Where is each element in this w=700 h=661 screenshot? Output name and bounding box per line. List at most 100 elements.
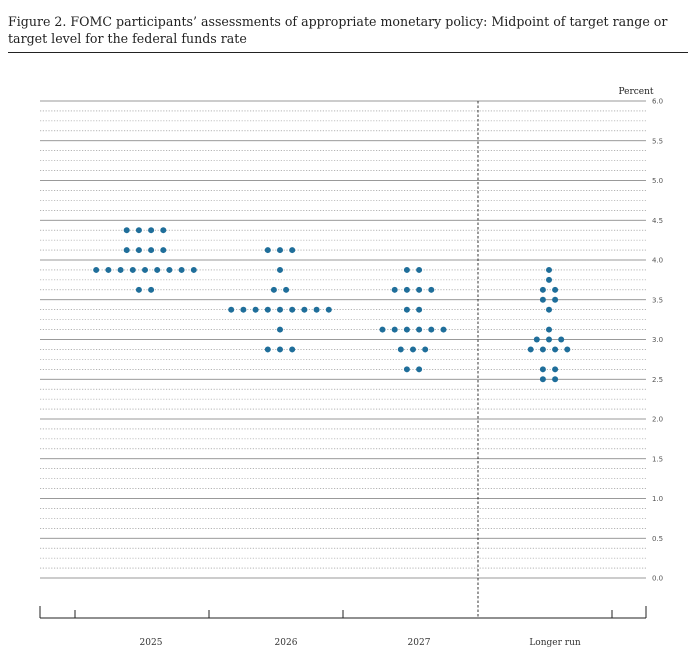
x-category-label: 2026 bbox=[275, 638, 298, 648]
participant-dot bbox=[148, 286, 155, 293]
participant-dot bbox=[283, 286, 290, 293]
y-tick-label: 4.5 bbox=[652, 217, 663, 225]
participant-dot bbox=[135, 247, 142, 254]
participant-dot bbox=[552, 366, 559, 373]
participant-dot bbox=[142, 266, 148, 273]
participant-dot bbox=[527, 346, 534, 353]
participant-dot bbox=[379, 326, 386, 333]
participant-dot bbox=[391, 286, 398, 293]
y-tick-label: 2.0 bbox=[652, 416, 663, 424]
participant-dot bbox=[178, 266, 185, 273]
participant-dot bbox=[148, 247, 155, 254]
participant-dot bbox=[403, 306, 410, 313]
x-category-label: Longer run bbox=[529, 638, 581, 648]
y-tick-labels: 6.0 5.5 5.0 4.5 4.0 3.5 3.0 2.5 2.0 1.5 1.0 0.5 0.0 bbox=[652, 98, 663, 583]
participant-dot bbox=[289, 247, 296, 254]
y-tick-label: 2.5 bbox=[652, 376, 663, 384]
participant-dot bbox=[546, 326, 552, 333]
participant-dot bbox=[539, 346, 546, 353]
participant-dot bbox=[533, 336, 540, 343]
y-tick-label: 1.0 bbox=[652, 495, 663, 503]
participant-dot bbox=[160, 227, 167, 234]
title-rule bbox=[8, 52, 688, 53]
participant-dot bbox=[539, 286, 546, 293]
participant-dot bbox=[264, 247, 271, 254]
participant-dot bbox=[252, 306, 259, 313]
participant-dot bbox=[277, 326, 283, 333]
x-category-label: 2027 bbox=[408, 638, 431, 648]
participant-dot bbox=[160, 247, 167, 254]
participant-dot bbox=[416, 366, 423, 373]
participant-dot bbox=[135, 227, 142, 234]
participant-dot bbox=[546, 266, 552, 273]
dots-layer bbox=[93, 227, 571, 383]
participant-dot bbox=[166, 266, 173, 273]
participant-dot bbox=[289, 306, 296, 313]
participant-dot bbox=[264, 306, 271, 313]
participant-dot bbox=[552, 346, 559, 353]
participant-dot bbox=[154, 266, 161, 273]
participant-dot bbox=[552, 376, 559, 383]
y-tick-label: 0.5 bbox=[652, 535, 663, 543]
participant-dot bbox=[277, 247, 283, 254]
y-axis-unit-label: Percent bbox=[618, 87, 653, 97]
participant-dot bbox=[277, 346, 283, 353]
participant-dot bbox=[564, 346, 571, 353]
y-tick-label: 1.5 bbox=[652, 455, 663, 463]
participant-dot bbox=[552, 296, 559, 303]
participant-dot bbox=[546, 306, 552, 313]
participant-dot bbox=[539, 296, 546, 303]
participant-dot bbox=[117, 266, 124, 273]
gridlines bbox=[40, 100, 646, 579]
participant-dot bbox=[123, 247, 130, 254]
x-category-label: 2025 bbox=[140, 638, 163, 648]
participant-dot bbox=[416, 326, 423, 333]
participant-dot bbox=[240, 306, 247, 313]
y-tick-label: 5.5 bbox=[652, 137, 663, 145]
participant-dot bbox=[123, 227, 130, 234]
participant-dot bbox=[190, 266, 197, 273]
participant-dot bbox=[440, 326, 447, 333]
participant-dot bbox=[93, 266, 100, 273]
participant-dot bbox=[410, 346, 416, 353]
y-tick-label: 3.5 bbox=[652, 296, 663, 304]
participant-dot bbox=[228, 306, 235, 313]
participant-dot bbox=[264, 346, 271, 353]
participant-dot bbox=[135, 286, 142, 293]
participant-dot bbox=[428, 326, 435, 333]
participant-dot bbox=[391, 326, 398, 333]
participant-dot bbox=[397, 346, 404, 353]
figure-title: Figure 2. FOMC participants’ assessments… bbox=[8, 14, 668, 46]
participant-dot bbox=[428, 286, 435, 293]
participant-dot bbox=[422, 346, 429, 353]
y-tick-label: 4.0 bbox=[652, 257, 663, 265]
y-tick-label: 0.0 bbox=[652, 575, 663, 583]
participant-dot bbox=[301, 306, 308, 313]
y-tick-label: 5.0 bbox=[652, 177, 663, 185]
participant-dot bbox=[416, 286, 423, 293]
participant-dot bbox=[289, 346, 296, 353]
participant-dot bbox=[416, 266, 423, 273]
participant-dot bbox=[325, 306, 332, 313]
x-axis bbox=[39, 101, 647, 619]
y-tick-label: 6.0 bbox=[652, 98, 663, 106]
participant-dot bbox=[403, 366, 410, 373]
participant-dot bbox=[277, 266, 283, 273]
participant-dot bbox=[552, 286, 559, 293]
participant-dot bbox=[129, 266, 136, 273]
participant-dot bbox=[416, 306, 423, 313]
participant-dot bbox=[403, 266, 410, 273]
x-category-labels: 2025 2026 2027 Longer run bbox=[140, 638, 581, 648]
participant-dot bbox=[539, 376, 546, 383]
participant-dot bbox=[539, 366, 546, 373]
participant-dot bbox=[277, 306, 283, 313]
participant-dot bbox=[558, 336, 565, 343]
participant-dot bbox=[313, 306, 320, 313]
participant-dot bbox=[270, 286, 277, 293]
participant-dot bbox=[148, 227, 155, 234]
participant-dot bbox=[403, 326, 410, 333]
participant-dot bbox=[546, 336, 552, 343]
y-tick-label: 3.0 bbox=[652, 336, 663, 344]
participant-dot bbox=[403, 286, 410, 293]
